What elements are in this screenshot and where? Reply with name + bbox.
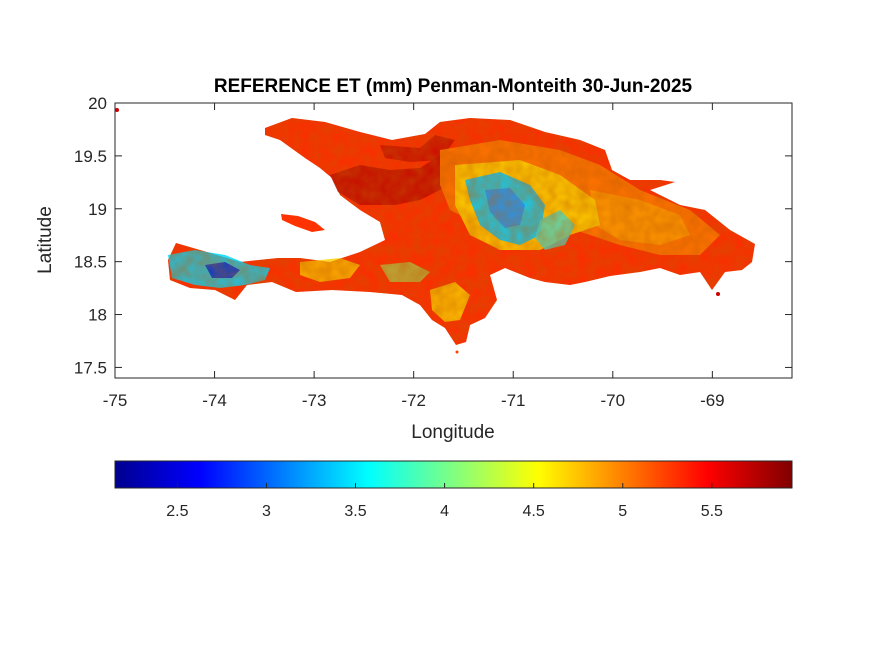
y-axis-label: Latitude <box>35 206 56 274</box>
y-tick-label: 18.5 <box>74 253 107 272</box>
y-tick-label: 19.5 <box>74 147 107 166</box>
colorbar-tick-label: 3 <box>262 503 271 520</box>
islet-northwest-corner <box>115 108 119 112</box>
colorbar-tick-label: 3.5 <box>344 503 366 520</box>
colorbar-tick-label: 4.5 <box>523 503 545 520</box>
x-axis: -75 -74 -73 -72 -71 -70 -69 <box>103 103 725 410</box>
y-tick-label: 17.5 <box>74 358 107 377</box>
colorbar-tick-label: 4 <box>440 503 449 520</box>
x-tick-label: -72 <box>401 391 426 410</box>
y-tick-label: 20 <box>88 94 107 113</box>
et-map <box>115 108 755 354</box>
islet-saona <box>716 292 720 296</box>
y-tick-label: 19 <box>88 200 107 219</box>
islet-beata <box>455 350 459 354</box>
y-axis: 17.5 18 18.5 19 19.5 20 <box>74 94 792 377</box>
x-tick-label: -71 <box>501 391 526 410</box>
x-tick-label: -69 <box>700 391 725 410</box>
colorbar <box>114 460 793 489</box>
colorbar-tick-label: 5.5 <box>701 503 723 520</box>
texture-overlay <box>168 118 755 345</box>
x-axis-label: Longitude <box>411 422 494 443</box>
colorbar-ticks: 2.5 3 3.5 4 4.5 5 5.5 <box>166 483 723 520</box>
gonave-island <box>281 214 325 232</box>
y-tick-label: 18 <box>88 306 107 325</box>
colorbar-tick-label: 2.5 <box>166 503 188 520</box>
chart-title: REFERENCE ET (mm) Penman-Monteith 30-Jun… <box>214 76 693 97</box>
colorbar-tick-label: 5 <box>618 503 627 520</box>
x-tick-label: -74 <box>202 391 227 410</box>
x-tick-label: -70 <box>601 391 626 410</box>
x-tick-label: -75 <box>103 391 128 410</box>
x-tick-label: -73 <box>302 391 327 410</box>
